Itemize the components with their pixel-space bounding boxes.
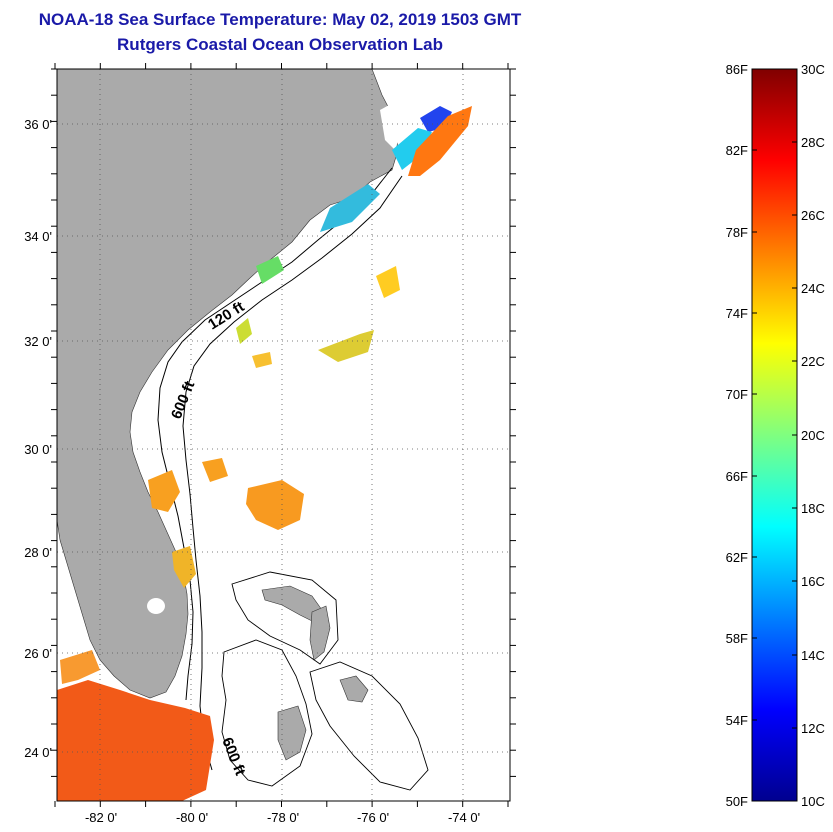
lake-okeechobee: [147, 598, 165, 614]
sst-patch-fl-keys: [57, 680, 214, 801]
sst-patch-long-bay: [256, 256, 284, 284]
colorbar-gradient: [751, 68, 798, 802]
pamlico-sound: [380, 100, 405, 150]
cb-f-label: 58F: [726, 631, 748, 646]
sst-patch-charleston: [236, 318, 252, 344]
isobath-bahamas-bank: [231, 571, 339, 665]
axis-ticks: [51, 63, 516, 807]
lat-label-30: 30 0': [24, 442, 52, 457]
colorbar-ticks: [752, 141, 797, 729]
sst-patch-onslow: [320, 184, 380, 232]
lon-label-80: -80 0': [176, 810, 208, 825]
colorbar-c-labels: 30C 28C 26C 24C 22C 20C 18C 16C 14C 12C …: [801, 62, 825, 809]
sst-patch-carolina-cyan: [392, 128, 432, 170]
cb-f-label: 86F: [726, 62, 748, 77]
cb-f-label: 74F: [726, 306, 748, 321]
lat-label-34: 34 0': [24, 229, 52, 244]
cb-f-label: 78F: [726, 225, 748, 240]
cb-f-label: 66F: [726, 469, 748, 484]
lon-label-78: -78 0': [267, 810, 299, 825]
cb-c-label: 20C: [801, 428, 825, 443]
lat-label-24: 24 0': [24, 745, 52, 760]
sst-patch-fl-offshore: [246, 480, 304, 530]
sst-patch-fl-ne-1: [148, 470, 180, 512]
map-title: NOAA-18 Sea Surface Temperature: May 02,…: [38, 10, 522, 29]
lon-label-76: -76 0': [357, 810, 389, 825]
sst-patch-fl-east: [172, 546, 196, 588]
lat-labels: 36 0' 34 0' 32 0' 30 0' 28 0' 26 0' 24 0…: [24, 117, 52, 760]
sst-patch-offshore-ne: [376, 266, 400, 298]
island-eleuthera: [339, 675, 369, 703]
cb-c-label: 24C: [801, 281, 825, 296]
cb-c-label: 18C: [801, 501, 825, 516]
cb-f-label: 70F: [726, 387, 748, 402]
cb-c-label: 28C: [801, 135, 825, 150]
cb-c-label: 14C: [801, 648, 825, 663]
sst-patch-offshore-mid: [318, 330, 374, 362]
cb-c-label: 12C: [801, 721, 825, 736]
lon-label-74: -74 0': [448, 810, 480, 825]
cb-f-label: 54F: [726, 713, 748, 728]
cb-c-label: 10C: [801, 794, 825, 809]
lat-label-26: 26 0': [24, 646, 52, 661]
cb-c-label: 30C: [801, 62, 825, 77]
lat-label-32: 32 0': [24, 334, 52, 349]
lon-label-82: -82 0': [85, 810, 117, 825]
map-frame: [56, 68, 511, 802]
graticule: [57, 69, 510, 801]
isobath-600ft: [182, 175, 403, 771]
lon-labels: -82 0' -80 0' -78 0' -76 0' -74 0': [85, 810, 480, 825]
cb-f-label: 50F: [726, 794, 748, 809]
lat-label-28: 28 0': [24, 545, 52, 560]
island-abaco: [309, 605, 331, 661]
island-andros: [277, 705, 307, 761]
cb-c-label: 26C: [801, 208, 825, 223]
isobath-120ft: [157, 167, 393, 701]
cb-c-label: 16C: [801, 574, 825, 589]
sst-patch-carolina-orange: [408, 106, 472, 176]
sst-patch-fl-gulf: [60, 650, 100, 684]
cb-f-label: 62F: [726, 550, 748, 565]
sst-patches: [57, 106, 472, 801]
cb-f-label: 82F: [726, 143, 748, 158]
lat-label-36: 36 0': [24, 117, 52, 132]
map-subtitle: Rutgers Coastal Ocean Observation Lab: [117, 35, 443, 54]
cb-c-label: 22C: [801, 354, 825, 369]
isobath-great-bahama-bank: [221, 639, 313, 787]
colorbar-f-labels: 86F 82F 78F 74F 70F 66F 62F 58F 54F 50F: [726, 62, 748, 809]
isobath-exumas: [309, 661, 429, 791]
sst-patch-ga-coast: [252, 352, 272, 368]
sst-patch-fl-ne-2: [202, 458, 228, 482]
